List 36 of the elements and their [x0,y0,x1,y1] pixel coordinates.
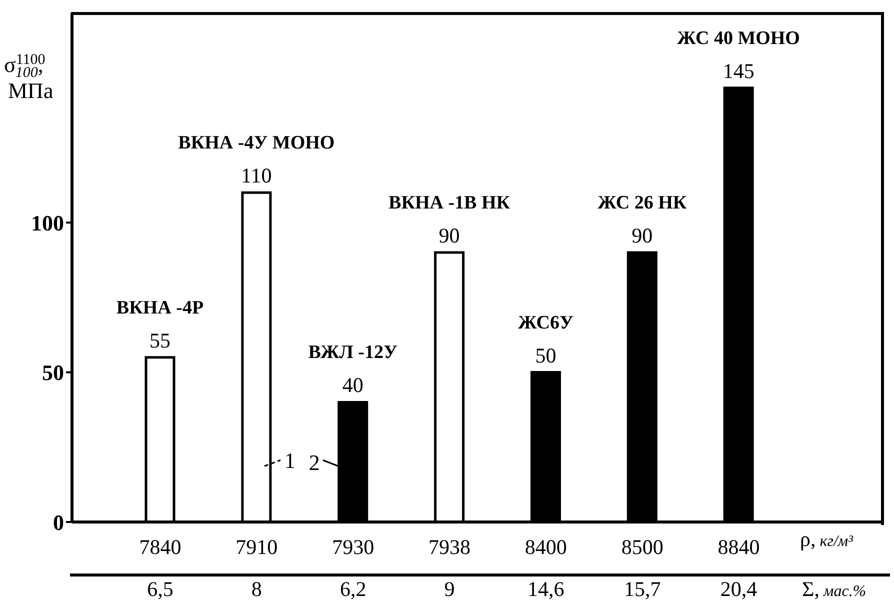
data-label: 40 [342,373,364,398]
text: 6,5 [147,577,174,601]
x-tick-label: 7938 [428,535,470,559]
annotation: ЖС6У [518,312,574,334]
data-label: 90 [632,224,653,248]
annotation: ВКНА -1В НК [388,192,510,214]
data-label: 110 [241,164,272,188]
data-label: 90 [438,224,460,248]
annotation: ВЖЛ -12У [308,342,398,364]
annotation: 2 [308,450,320,476]
data-label: 50 [535,343,556,368]
x-tick-label: 7930 [332,535,374,559]
text: 6,2 [340,577,366,601]
x-tick-label: 7910 [236,535,278,559]
data-label: 55 [150,328,170,352]
y-tick-label: 0 [53,510,64,535]
data-label: 145 [722,58,754,83]
text: 15,7 [624,577,661,601]
x-tick-label: 8840 [718,535,760,559]
x-tick-label: 8400 [524,535,567,559]
annotation: 1 [284,448,296,474]
x-tick-label: 7840 [139,535,182,559]
text: Σ, мас.% [802,577,866,601]
annotation: ВКНА -4У МОНО [178,132,335,154]
text: 9 [444,577,455,601]
annotation: ЖС 40 МОНО [677,28,800,49]
y-axis-title: σ$^{1100}$$_{100}$, МПа [4,52,54,103]
x-axis-title: ρ, кг/м³ [800,527,854,551]
text: 8 [251,577,262,601]
y-tick-label: 100 [31,210,64,236]
annotation: ЖС 26 НК [598,192,687,214]
text: 20,4 [720,577,758,601]
text: 14,6 [528,577,564,601]
annotation: ВКНА -4Р [116,297,204,318]
x-tick-label: 8500 [621,535,664,559]
y-tick-label: 50 [42,360,64,386]
